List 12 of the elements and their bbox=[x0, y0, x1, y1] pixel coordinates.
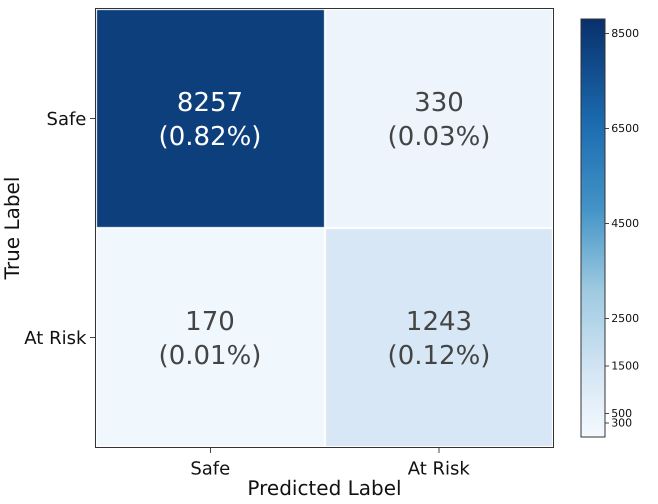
color-bar-label: 6500 bbox=[611, 122, 640, 136]
x-axis-title: Predicted Label bbox=[247, 476, 402, 500]
y-axis-title: True Label bbox=[0, 176, 24, 280]
data-label: 8257 (0.82%) bbox=[158, 88, 262, 152]
color-bar-label: 4500 bbox=[611, 217, 640, 230]
data-label: 1243 (0.12%) bbox=[388, 307, 490, 371]
color-bar-label: 8500 bbox=[611, 27, 640, 40]
data-label: 330 (0.03%) bbox=[388, 88, 490, 152]
data-label: 170 (0.01%) bbox=[158, 307, 262, 371]
color-bar-label: 1500 bbox=[611, 360, 640, 373]
color-bar-label: 300 bbox=[611, 416, 632, 430]
color-bar-label: 2500 bbox=[611, 312, 640, 326]
